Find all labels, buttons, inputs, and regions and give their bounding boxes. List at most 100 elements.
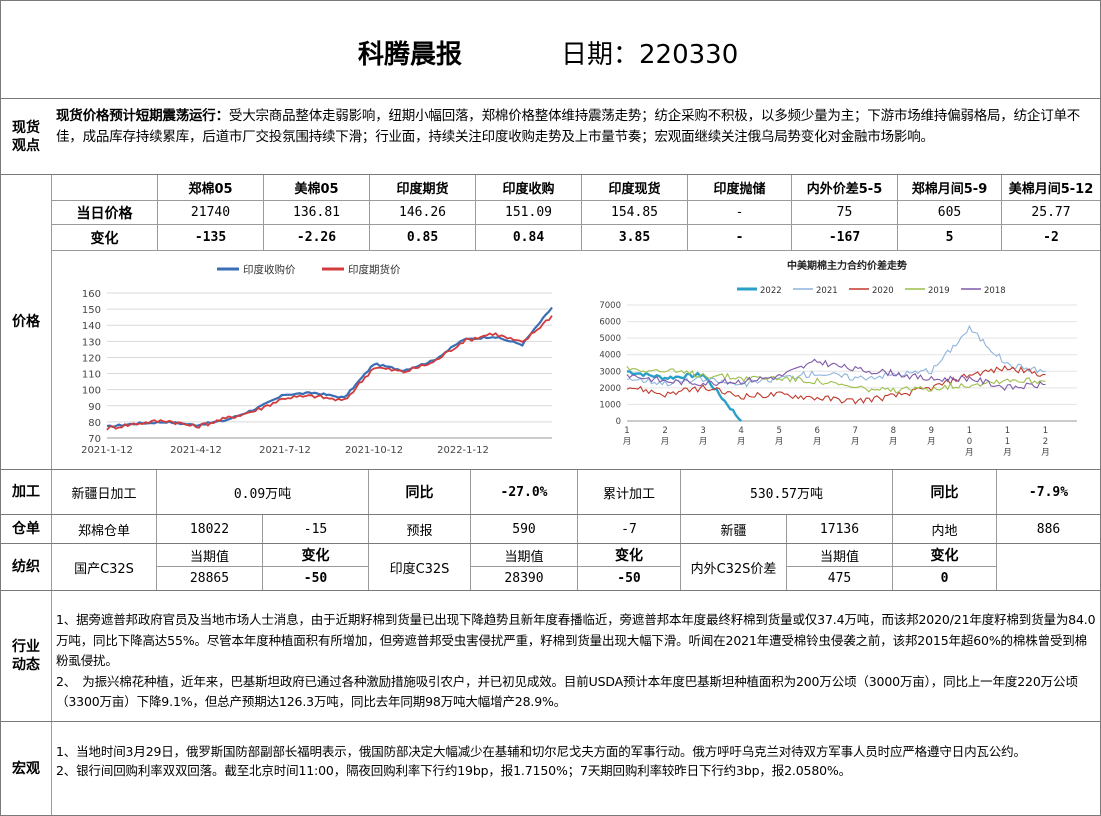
spot-section: 现货 观点 现货价格预计短期震荡运行：受大宗商品整体走弱影响，纽期小幅回落，郑棉… <box>0 98 1101 175</box>
yoy1-label: 同比 <box>369 470 471 514</box>
price-header-corner <box>52 175 158 201</box>
price-col-header: 美棉月间5-12 <box>1002 175 1100 201</box>
legend-label: 2022 <box>760 286 782 296</box>
processing-row: 加工 新疆日加工 0.09万吨 同比 -27.0% 累计加工 530.57万吨 … <box>0 469 1101 515</box>
xj-processing-label: 新疆日加工 <box>51 470 157 514</box>
wh-forecast-value: 590 <box>471 515 578 543</box>
price-label: 价格 <box>12 314 40 330</box>
price-change-cell: 5 <box>898 225 1002 251</box>
series-line-2021 <box>626 324 1046 388</box>
price-col-header: 印度现货 <box>582 175 688 201</box>
dom-chg-label: 变化 <box>263 544 369 567</box>
y-tick-label: 110 <box>82 370 101 381</box>
price-current-cell: 154.85 <box>582 201 688 225</box>
spot-body: 受大宗商品整体走弱影响，纽期小幅回落，郑棉价格整体维持震荡走势；纺企采购不积极，… <box>56 108 1081 145</box>
cum-processing-label: 累计加工 <box>578 470 681 514</box>
textile-row: 纺织 国产C32S 当期值 变化 28865 -50 印度C32S 当期值 变化… <box>0 543 1101 591</box>
chart-title: 中美期棉主力合约价差走势 <box>787 259 907 272</box>
report-title: 科腾晨报 <box>358 40 463 70</box>
diff-cur-label: 当期值 <box>787 544 893 567</box>
series-line-futures <box>106 315 553 431</box>
warehouse-row: 仓单 郑棉仓单 18022 -15 预报 590 -7 新疆 17136 内地 … <box>0 514 1101 544</box>
wh-zz-value: 18022 <box>157 515 263 543</box>
y-tick-label: 0 <box>616 417 621 427</box>
processing-label: 加工 <box>12 484 40 500</box>
diff-c32s-label: 内外C32S价差 <box>681 544 787 590</box>
x-tick-label: 2021-4-12 <box>170 445 222 456</box>
series-line-2020 <box>626 364 1046 405</box>
price-change-cell: -2 <box>1002 225 1100 251</box>
price-col-header: 印度抛储 <box>688 175 792 201</box>
xj-processing-value: 0.09万吨 <box>157 470 369 514</box>
price-current-cell: 146.26 <box>370 201 476 225</box>
industry-text: 1、据旁遮普邦政府官员及当地市场人士消息，由于近期籽棉到货量已出现下降趋势且新年… <box>51 591 1100 721</box>
wh-forecast-label: 预报 <box>369 515 471 543</box>
india-price-chart: 70 80 90 100 110 120 130 140 150 160 2021-1-12 2021… <box>81 263 553 456</box>
price-section: 价格 郑棉05 美棉05 印度期货 印度收购 印度现货 印度抛储 内外价差5-5 郑棉月间5-… <box>0 174 1101 470</box>
yoy2-label: 同比 <box>893 470 997 514</box>
y-tick-label: 6000 <box>599 318 621 328</box>
y-tick-label: 160 <box>82 289 101 300</box>
wh-xj-value: 17136 <box>787 515 893 543</box>
y-tick-label: 1000 <box>599 400 621 410</box>
industry-para-1: 1、据旁遮普邦政府官员及当地市场人士消息，由于近期籽棉到货量已出现下降趋势且新年… <box>56 612 1096 668</box>
legend-label: 2019 <box>928 286 950 296</box>
legend-label: 2018 <box>984 286 1006 296</box>
sino-us-spread-chart: 中美期棉主力合约价差走势 2022 2021 2020 2019 2018 0 1000 200… <box>599 259 1077 458</box>
y-tick-label: 140 <box>82 321 101 332</box>
price-current-cell: 151.09 <box>476 201 582 225</box>
price-row-label-current: 当日价格 <box>52 201 158 225</box>
price-current-cell: - <box>688 201 792 225</box>
report-header: 科腾晨报 日期：220330 <box>0 0 1101 99</box>
wh-zz-change: -15 <box>263 515 369 543</box>
y-tick-label: 70 <box>88 434 101 445</box>
y-tick-label: 90 <box>88 402 101 413</box>
y-tick-label: 2000 <box>599 384 621 394</box>
wh-forecast-change: -7 <box>578 515 681 543</box>
price-row-label-change: 变化 <box>52 225 158 251</box>
price-col-header: 印度期货 <box>370 175 476 201</box>
y-tick-label: 150 <box>82 305 101 316</box>
price-col-header: 内外价差5-5 <box>792 175 898 201</box>
series-line-2018 <box>626 358 1046 392</box>
diff-cur-value: 475 <box>787 567 893 590</box>
macro-section: 宏观 1、当地时间3月29日，俄罗斯国防部副部长福明表示，俄国防部决定大幅减少在… <box>0 721 1101 816</box>
dom-cur-label: 当期值 <box>157 544 263 567</box>
wh-xj-label: 新疆 <box>681 515 787 543</box>
macro-text: 1、当地时间3月29日，俄罗斯国防部副部长福明表示，俄国防部决定大幅减少在基辅和… <box>51 722 1100 815</box>
macro-para-2: 2、银行间回购利率双双回落。截至北京时间11:00，隔夜回购利率下行约19bp，… <box>56 763 852 778</box>
price-current-cell: 25.77 <box>1002 201 1100 225</box>
dom-cur-value: 28865 <box>157 567 263 590</box>
wh-zz-label: 郑棉仓单 <box>51 515 157 543</box>
wh-inland-label: 内地 <box>893 515 997 543</box>
legend-label: 印度收购价 <box>243 263 296 276</box>
industry-para-2: 2、 为振兴棉花种植，近年来，巴基斯坦政府已通过各种激励措施吸引农户，并已初见成… <box>56 673 1078 710</box>
x-tick-label: 2021-7-12 <box>259 445 311 456</box>
industry-section: 行业 动态 1、据旁遮普邦政府官员及当地市场人士消息，由于近期籽棉到货量已出现下… <box>0 590 1101 722</box>
yoy1-value: -27.0% <box>471 470 578 514</box>
legend-label: 印度期货价 <box>348 263 401 276</box>
spot-headline: 现货价格预计短期震荡运行： <box>56 108 229 124</box>
price-col-header: 印度收购 <box>476 175 582 201</box>
price-current-cell: 136.81 <box>264 201 370 225</box>
ind-c32s-label: 印度C32S <box>369 544 471 590</box>
diff-chg-value: 0 <box>893 567 997 590</box>
price-change-cell: 0.84 <box>476 225 582 251</box>
series-line-2019 <box>626 365 1046 394</box>
price-current-cell: 75 <box>792 201 898 225</box>
y-tick-label: 4000 <box>599 351 621 361</box>
price-change-cell: -135 <box>158 225 264 251</box>
legend-label: 2021 <box>816 286 838 296</box>
wh-inland-value: 886 <box>1036 521 1061 537</box>
charts-area: 70 80 90 100 110 120 130 140 150 160 2021-1-12 2021… <box>51 251 1101 469</box>
spot-label: 现货 观点 <box>12 119 40 154</box>
